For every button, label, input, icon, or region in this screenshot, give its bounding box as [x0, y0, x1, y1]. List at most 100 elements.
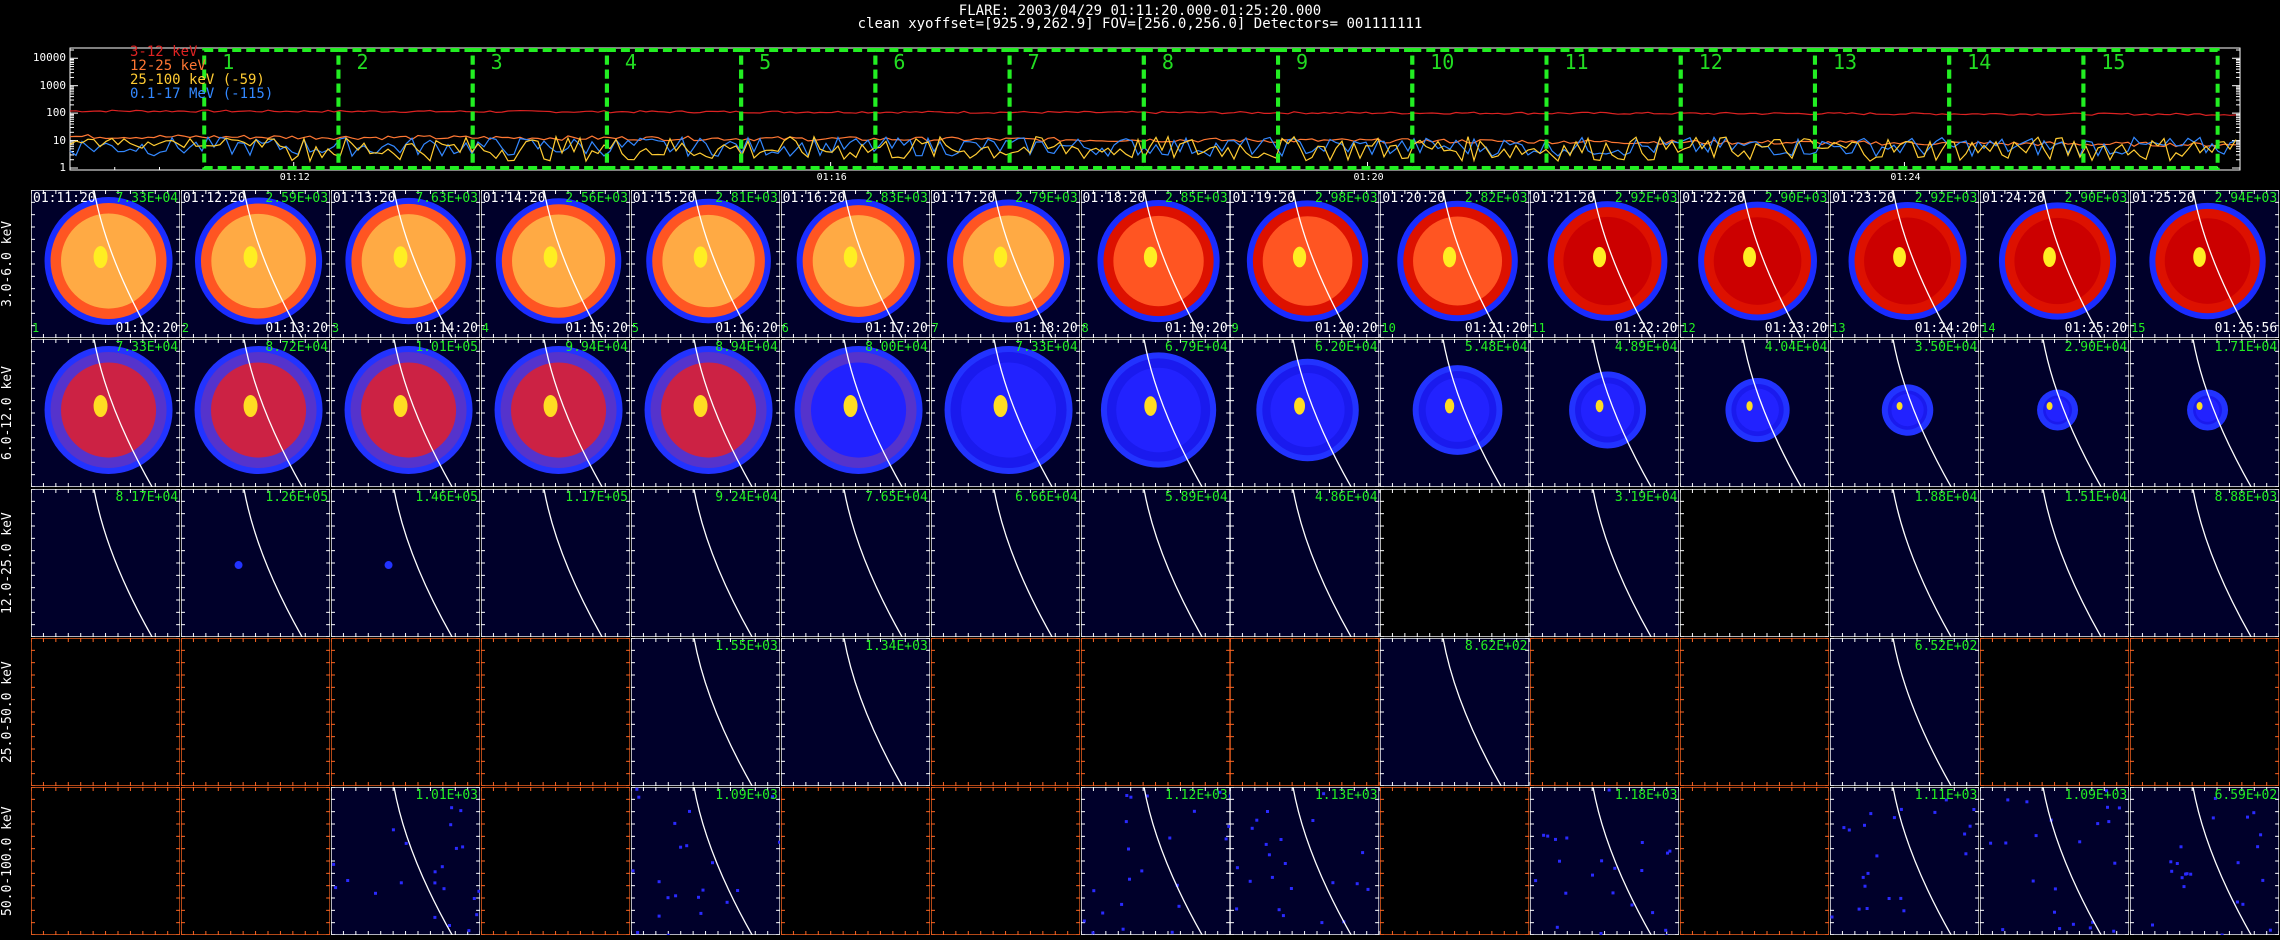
panel-image	[480, 787, 630, 936]
image-panel[interactable]: 01:24:20 01:25:20 14 2.90E+03	[1980, 190, 2130, 338]
image-panel[interactable]: 1.55E+03	[630, 637, 780, 786]
image-panel[interactable]: 9.24E+04	[630, 488, 780, 637]
image-panel[interactable]	[31, 787, 181, 936]
image-panel[interactable]	[1380, 488, 1530, 637]
image-panel[interactable]	[1380, 787, 1530, 936]
panel-peak-value: 9.24E+04	[715, 489, 778, 505]
panel-peak-value: 2.85E+03	[1165, 191, 1228, 206]
image-panel[interactable]: 01:17:20 01:18:20 7 2.79E+03	[930, 190, 1080, 338]
panel-image	[1380, 190, 1530, 338]
image-panel[interactable]: 1.34E+03	[780, 637, 930, 786]
image-panel[interactable]: 1.51E+04	[1980, 488, 2130, 637]
image-panel[interactable]	[1230, 637, 1380, 786]
panel-number: 11	[1531, 321, 1546, 335]
panel-end-time: 01:18:20	[1015, 321, 1078, 336]
image-panel[interactable]	[930, 787, 1080, 936]
image-panel[interactable]: 1.13E+03	[1230, 787, 1380, 936]
image-panel[interactable]	[330, 637, 480, 786]
image-panel[interactable]: 7.65E+04	[780, 488, 930, 637]
panel-end-time: 01:22:20	[1614, 321, 1678, 336]
image-panel[interactable]: 01:13:20 01:14:20 3 7.63E+03	[330, 190, 480, 338]
image-panel[interactable]	[180, 637, 331, 786]
image-panel[interactable]	[930, 637, 1080, 786]
image-panel[interactable]: 01:11:20 01:12:20 1 7.33E+04	[31, 190, 181, 338]
image-panel[interactable]: 4.86E+04	[1230, 488, 1380, 637]
image-panel[interactable]: 1.18E+03	[1530, 787, 1680, 936]
image-panel[interactable]	[1080, 637, 1230, 786]
panel-peak-value: 8.72E+04	[265, 340, 329, 356]
image-panel[interactable]: 01:15:20 01:16:20 5 2.81E+03	[630, 190, 780, 338]
panel-image	[930, 190, 1080, 338]
image-panel[interactable]	[480, 637, 630, 786]
image-panel[interactable]: 6.79E+04	[1080, 339, 1230, 488]
image-panel[interactable]	[1680, 637, 1830, 786]
image-panel[interactable]: 01:20:20 01:21:20 10 2.82E+03	[1380, 190, 1530, 338]
image-panel[interactable]: 1.09E+03	[1980, 787, 2130, 936]
panel-image	[2130, 339, 2280, 488]
image-panel[interactable]: 3.19E+04	[1530, 488, 1680, 637]
panel-peak-value: 9.94E+04	[565, 340, 628, 356]
image-panel[interactable]	[1680, 488, 1830, 637]
image-panel[interactable]: 1.11E+03	[1830, 787, 1980, 936]
image-panel[interactable]: 6.66E+04	[930, 488, 1080, 637]
image-panel[interactable]: 7.33E+04	[930, 339, 1080, 488]
image-panel[interactable]: 1.01E+03	[330, 787, 480, 936]
image-panel[interactable]: 1.17E+05	[480, 488, 630, 637]
image-panel[interactable]: 1.26E+05	[180, 488, 331, 637]
image-panel[interactable]: 8.88E+03	[2130, 488, 2280, 637]
image-panel[interactable]: 1.12E+03	[1080, 787, 1230, 936]
image-panel[interactable]: 5.48E+04	[1380, 339, 1530, 488]
image-panel[interactable]	[2130, 637, 2280, 786]
panel-start-time: 01:21:20	[1532, 191, 1595, 206]
panel-number: 14	[1981, 321, 1996, 335]
image-panel[interactable]: 01:25:20 01:25:56 15 2.94E+03	[2130, 190, 2280, 338]
panel-peak-value: 6.79E+04	[1165, 340, 1228, 356]
image-panel[interactable]: 1.01E+05	[330, 339, 480, 488]
panel-end-time: 01:13:20	[265, 321, 329, 336]
image-panel[interactable]: 8.94E+04	[630, 339, 780, 488]
panel-end-time: 01:24:20	[1914, 321, 1978, 336]
image-panel[interactable]: 3.50E+04	[1830, 339, 1980, 488]
image-panel[interactable]: 8.17E+04	[31, 488, 181, 637]
image-panel[interactable]: 1.46E+05	[330, 488, 480, 637]
image-panel[interactable]: 8.00E+04	[780, 339, 930, 488]
image-panel[interactable]: 9.94E+04	[480, 339, 630, 488]
image-panel[interactable]: 01:18:20 01:19:20 8 2.85E+03	[1080, 190, 1230, 338]
image-panel[interactable]: 6.20E+04	[1230, 339, 1380, 488]
image-panel[interactable]: 8.62E+02	[1380, 637, 1530, 786]
image-panel[interactable]: 1.09E+03	[630, 787, 780, 936]
panel-image	[330, 190, 480, 338]
image-panel[interactable]: 2.90E+04	[1980, 339, 2130, 488]
image-panel[interactable]: 6.59E+02	[2130, 787, 2280, 936]
image-panel[interactable]: 01:14:20 01:15:20 4 2.56E+03	[480, 190, 630, 338]
image-panel[interactable]: 4.04E+04	[1680, 339, 1830, 488]
image-panel[interactable]	[780, 787, 930, 936]
image-panel[interactable]: 6.52E+02	[1830, 637, 1980, 786]
image-panel[interactable]: 7.33E+04	[31, 339, 181, 488]
image-panel[interactable]: 4.89E+04	[1530, 339, 1680, 488]
image-panel[interactable]: 1.88E+04	[1830, 488, 1980, 637]
image-panel[interactable]: 01:19:20 01:20:20 9 2.98E+03	[1230, 190, 1380, 338]
panel-number: 1	[32, 321, 40, 335]
image-panel[interactable]: 5.89E+04	[1080, 488, 1230, 637]
lightcurve-legend: 3-12 keV 12-25 keV 25-100 keV (-59) 0.1-…	[130, 45, 273, 101]
time-window-label: 5	[759, 50, 772, 74]
panel-image	[1980, 787, 2130, 936]
image-panel[interactable]	[1680, 787, 1830, 936]
image-panel[interactable]: 01:22:20 01:23:20 12 2.90E+03	[1680, 190, 1830, 338]
panel-image	[1980, 637, 2130, 786]
panel-image	[1830, 190, 1980, 338]
image-panel[interactable]	[480, 787, 630, 936]
image-panel[interactable]: 1.71E+04	[2130, 339, 2280, 488]
image-panel[interactable]: 01:16:20 01:17:20 6 2.83E+03	[780, 190, 930, 338]
image-panel[interactable]: 01:21:20 01:22:20 11 2.92E+03	[1530, 190, 1680, 338]
image-panel[interactable]	[1980, 637, 2130, 786]
image-panel[interactable]	[31, 637, 181, 786]
time-window-label: 15	[2101, 50, 2126, 74]
image-panel[interactable]: 01:12:20 01:13:20 2 2.59E+03	[180, 190, 331, 338]
image-panel[interactable]: 8.72E+04	[180, 339, 331, 488]
image-panel[interactable]	[180, 787, 331, 936]
image-panel[interactable]	[1530, 637, 1680, 786]
image-panel[interactable]: 01:23:20 01:24:20 13 2.92E+03	[1830, 190, 1980, 338]
energy-band-label: 50.0-100.0 keV	[0, 806, 15, 916]
